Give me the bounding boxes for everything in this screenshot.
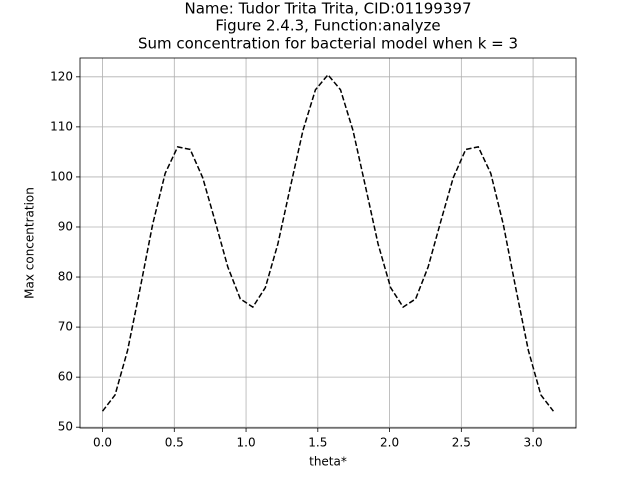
x-tick-label: 1.0 bbox=[237, 436, 256, 450]
chart-title: Figure 2.4.3, Function:analyze bbox=[215, 17, 440, 35]
data-line bbox=[101, 73, 555, 412]
y-tick-label: 120 bbox=[50, 69, 73, 83]
plot-frame bbox=[79, 57, 577, 429]
y-tick-label: 100 bbox=[50, 169, 73, 183]
x-tick-label: 0.5 bbox=[165, 436, 184, 450]
x-axis-label: theta* bbox=[309, 455, 347, 469]
chart-title: Sum concentration for bacterial model wh… bbox=[138, 35, 518, 53]
y-tick-label: 90 bbox=[58, 219, 73, 233]
y-tick-label: 70 bbox=[58, 320, 73, 334]
y-axis-label: Max concentration bbox=[23, 187, 37, 299]
chart-title: Name: Tudor Trita Trita, CID:01199397 bbox=[185, 0, 472, 18]
y-tick-label: 80 bbox=[58, 270, 73, 284]
x-tick-label: 3.0 bbox=[524, 436, 543, 450]
y-tick-label: 60 bbox=[58, 370, 73, 384]
y-tick-label: 50 bbox=[58, 420, 73, 434]
x-tick-label: 0.0 bbox=[93, 436, 112, 450]
y-tick-label: 110 bbox=[50, 119, 73, 133]
x-tick-label: 2.5 bbox=[452, 436, 471, 450]
x-tick-label: 2.0 bbox=[380, 436, 399, 450]
x-tick-label: 1.5 bbox=[308, 436, 327, 450]
